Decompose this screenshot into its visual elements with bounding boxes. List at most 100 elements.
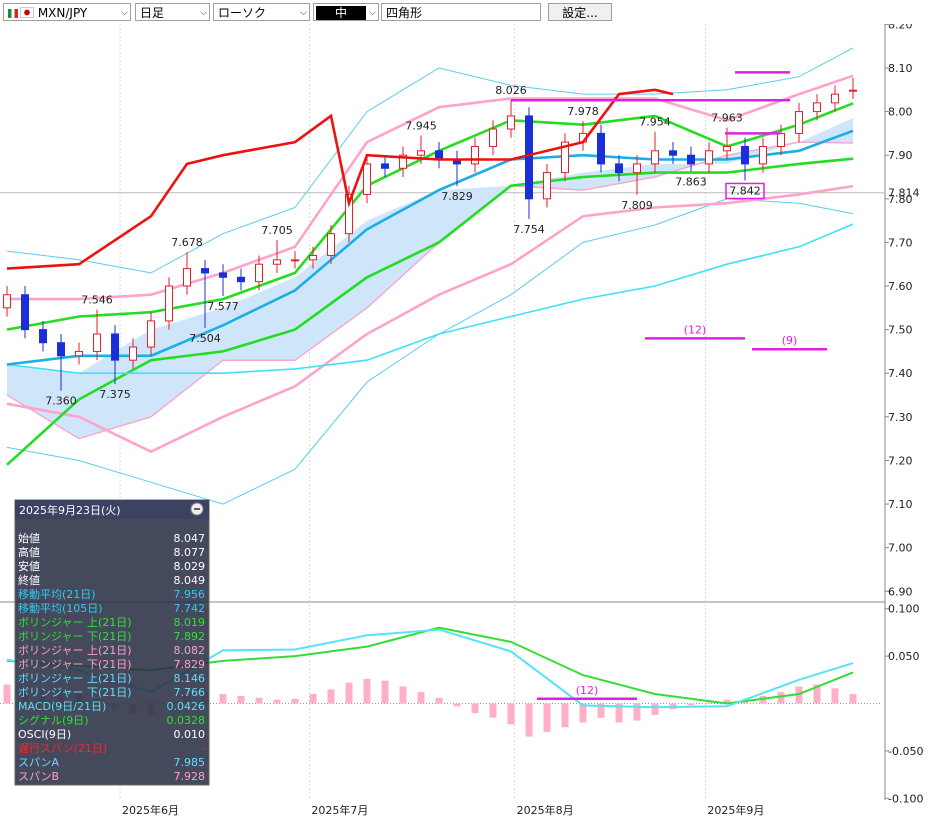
osci-bar — [381, 680, 389, 704]
info-label: ボリンジャー 上(21日) — [18, 644, 132, 657]
osci-bar — [417, 692, 425, 704]
osci-bar — [705, 702, 713, 704]
y-tick-label: 8.20 — [888, 24, 913, 31]
candle-body — [543, 172, 552, 200]
low-label: 7.754 — [513, 223, 545, 236]
candle-body — [633, 163, 642, 174]
osci-bar — [687, 703, 695, 706]
osci-bar — [237, 695, 245, 704]
symbol: MXN/JPY — [37, 6, 88, 20]
candle-body — [471, 145, 480, 165]
dropdown-arrow: ⌵ — [300, 8, 307, 18]
high-label: 7.963 — [711, 112, 743, 125]
y-tick-label: 8.10 — [888, 62, 913, 75]
info-label: 始値 — [18, 531, 40, 545]
osci-bar — [471, 703, 479, 713]
candle-body — [399, 154, 408, 169]
osci-bar — [327, 689, 335, 704]
drawing-field[interactable]: 四角形 — [381, 3, 541, 21]
info-panel: 2025年9月23日(火) 始値 8.047 高値 8.077 安値 8.029 終値 8.04… — [14, 499, 210, 786]
info-value: 7.956 — [174, 588, 206, 601]
symbol-select[interactable]: MXN/JPY ⌵ — [3, 3, 131, 21]
info-value: 0.0426 — [167, 700, 206, 713]
dropdown-arrow: ⌵ — [369, 8, 376, 18]
low-label: 7.577 — [207, 300, 239, 313]
drawn-box — [725, 182, 765, 200]
osci-bar — [273, 699, 281, 704]
candle-body — [831, 93, 840, 104]
candle-body — [165, 285, 174, 322]
info-value: 7.892 — [174, 630, 206, 643]
osci-bar — [849, 694, 857, 704]
osci-bar — [777, 692, 785, 704]
drawn-label: (12) — [684, 323, 707, 336]
period-select[interactable]: 日足 ⌵ — [135, 3, 210, 21]
info-value: 7.742 — [174, 602, 206, 615]
high-label: 7.978 — [567, 105, 599, 118]
info-label: 高値 — [18, 545, 40, 559]
osci-bar — [453, 703, 461, 707]
info-value: 7.766 — [174, 686, 206, 699]
y-tick-label: 7.10 — [888, 498, 913, 511]
low-label: 7.375 — [99, 388, 131, 401]
candle-body — [273, 259, 282, 265]
info-value: 7.985 — [174, 756, 206, 769]
candle-body — [417, 150, 426, 156]
size: 中 — [316, 6, 366, 20]
info-label: スパンB — [18, 770, 59, 783]
osci-bar — [3, 684, 11, 704]
info-label: 移動平均(21日) — [18, 587, 96, 601]
y-tick-label: -0.050 — [888, 745, 923, 758]
candle-body — [147, 320, 156, 348]
candle-body — [75, 350, 84, 357]
candle-body — [813, 102, 822, 113]
info-value: 0.0328 — [167, 714, 206, 727]
settings-button[interactable]: 設定... — [548, 3, 612, 21]
osci-bar — [633, 703, 641, 721]
candle-body — [291, 259, 300, 262]
candle-body — [3, 294, 12, 309]
chart-kind-select[interactable]: ローソク ⌵ — [213, 3, 310, 21]
osci-bar — [831, 688, 839, 704]
candle-body — [183, 268, 192, 287]
info-label: MACD(9日/21日) — [18, 700, 106, 713]
y-tick-label: 0.100 — [888, 603, 920, 616]
info-panel-background — [14, 499, 210, 786]
candle-body — [615, 163, 624, 174]
x-tick-label: 2025年7月 — [311, 803, 368, 817]
candle-body — [129, 346, 138, 361]
osci-bar — [399, 686, 407, 704]
candle-body — [57, 342, 66, 357]
y-tick-label: 8.00 — [888, 106, 913, 119]
flag-mx — [8, 9, 18, 18]
y-tick-label: 7.90 — [888, 149, 913, 162]
osci-bar — [651, 703, 659, 715]
low-label: 7.829 — [441, 190, 473, 203]
candle-body — [111, 333, 120, 361]
candle-body — [741, 145, 750, 165]
low-label: 7.809 — [621, 199, 653, 212]
y-tick-label: 7.40 — [888, 367, 913, 380]
candle-body — [597, 132, 606, 165]
high-label: 7.678 — [171, 236, 203, 249]
y-tick-label: 6.90 — [888, 585, 913, 598]
info-label: ボリンジャー 上(21日) — [18, 616, 132, 629]
info-label: シグナル(9日) — [18, 713, 89, 727]
low-label: 7.504 — [189, 332, 221, 345]
candle-body — [39, 329, 48, 344]
candle-body — [669, 150, 678, 156]
candle-body — [849, 89, 858, 92]
drawn-label: (12) — [576, 684, 599, 697]
candle-body — [201, 268, 210, 274]
info-panel-title: 2025年9月23日(火) — [19, 503, 121, 517]
osci-bar — [345, 682, 353, 704]
osci-bar — [255, 697, 263, 704]
info-label: OSCI(9日) — [18, 728, 71, 741]
info-value: 8.082 — [174, 644, 206, 657]
size-select[interactable]: 中 ⌵ — [313, 3, 379, 21]
info-label: 移動平均(105日) — [18, 601, 103, 615]
candle-body — [777, 132, 786, 147]
osci-bar — [435, 697, 443, 704]
osci-bar — [309, 694, 317, 704]
